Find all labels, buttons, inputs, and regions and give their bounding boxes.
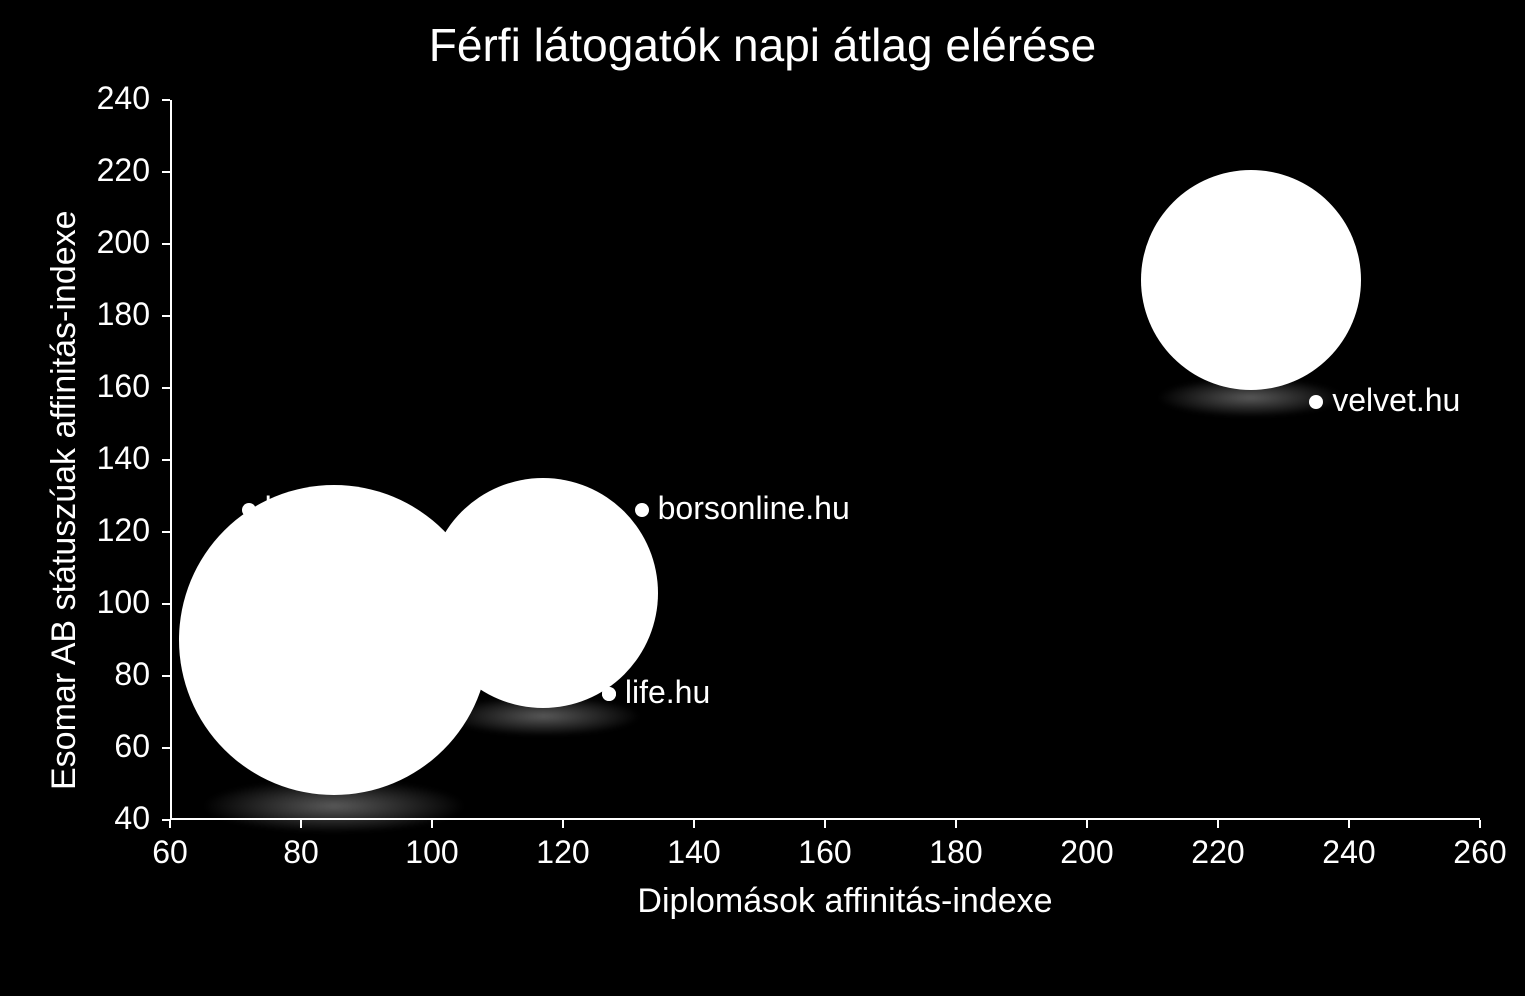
x-tick-label: 180 [916,834,996,871]
y-tick [162,531,170,533]
y-tick-label: 180 [80,296,150,333]
y-tick-label: 80 [80,656,150,693]
y-tick-label: 240 [80,80,150,117]
y-tick [162,387,170,389]
label-dot [602,687,616,701]
y-axis-title: Esomar AB státuszúak affinitás-indexe [45,210,84,790]
y-tick [162,315,170,317]
x-tick-label: 100 [392,834,472,871]
series-label: blikk.hu [265,490,374,527]
plot-area: blikk.hu borsonline.hu life.hu velvet.hu [170,100,1480,820]
x-tick [1217,820,1219,828]
x-tick-label: 200 [1047,834,1127,871]
y-tick [162,675,170,677]
y-tick [162,99,170,101]
chart-title: Férfi látogatók napi átlag elérése [0,18,1525,72]
x-tick [824,820,826,828]
x-tick-label: 240 [1309,834,1389,871]
x-tick-label: 220 [1178,834,1258,871]
x-axis-title: Diplomások affinitás-indexe [595,882,1095,921]
x-tick [169,820,171,828]
x-tick [1086,820,1088,828]
y-tick [162,171,170,173]
x-tick [1479,820,1481,828]
x-tick [693,820,695,828]
y-tick [162,459,170,461]
label-dot [635,503,649,517]
y-tick [162,747,170,749]
label-dot [1309,395,1323,409]
y-tick [162,603,170,605]
x-tick [562,820,564,828]
y-tick-label: 60 [80,728,150,765]
y-tick-label: 220 [80,152,150,189]
series-label: life.hu [625,674,710,711]
bubble-chart: Férfi látogatók napi átlag elérése blikk… [0,0,1525,996]
x-tick [955,820,957,828]
y-axis-line [170,100,172,820]
bubble-velvet-hu [1141,170,1361,390]
label-dot [242,503,256,517]
x-tick-label: 120 [523,834,603,871]
x-tick-label: 80 [261,834,341,871]
y-tick-label: 120 [80,512,150,549]
x-tick-label: 260 [1440,834,1520,871]
y-tick-label: 140 [80,440,150,477]
x-tick-label: 60 [130,834,210,871]
y-tick-label: 100 [80,584,150,621]
y-tick-label: 160 [80,368,150,405]
series-label: borsonline.hu [658,490,850,527]
bubble-borsonline-hu [428,478,658,708]
y-tick-label: 200 [80,224,150,261]
series-label: velvet.hu [1332,382,1460,419]
x-tick-label: 160 [785,834,865,871]
x-tick [1348,820,1350,828]
y-tick [162,243,170,245]
y-tick-label: 40 [80,800,150,837]
x-tick-label: 140 [654,834,734,871]
